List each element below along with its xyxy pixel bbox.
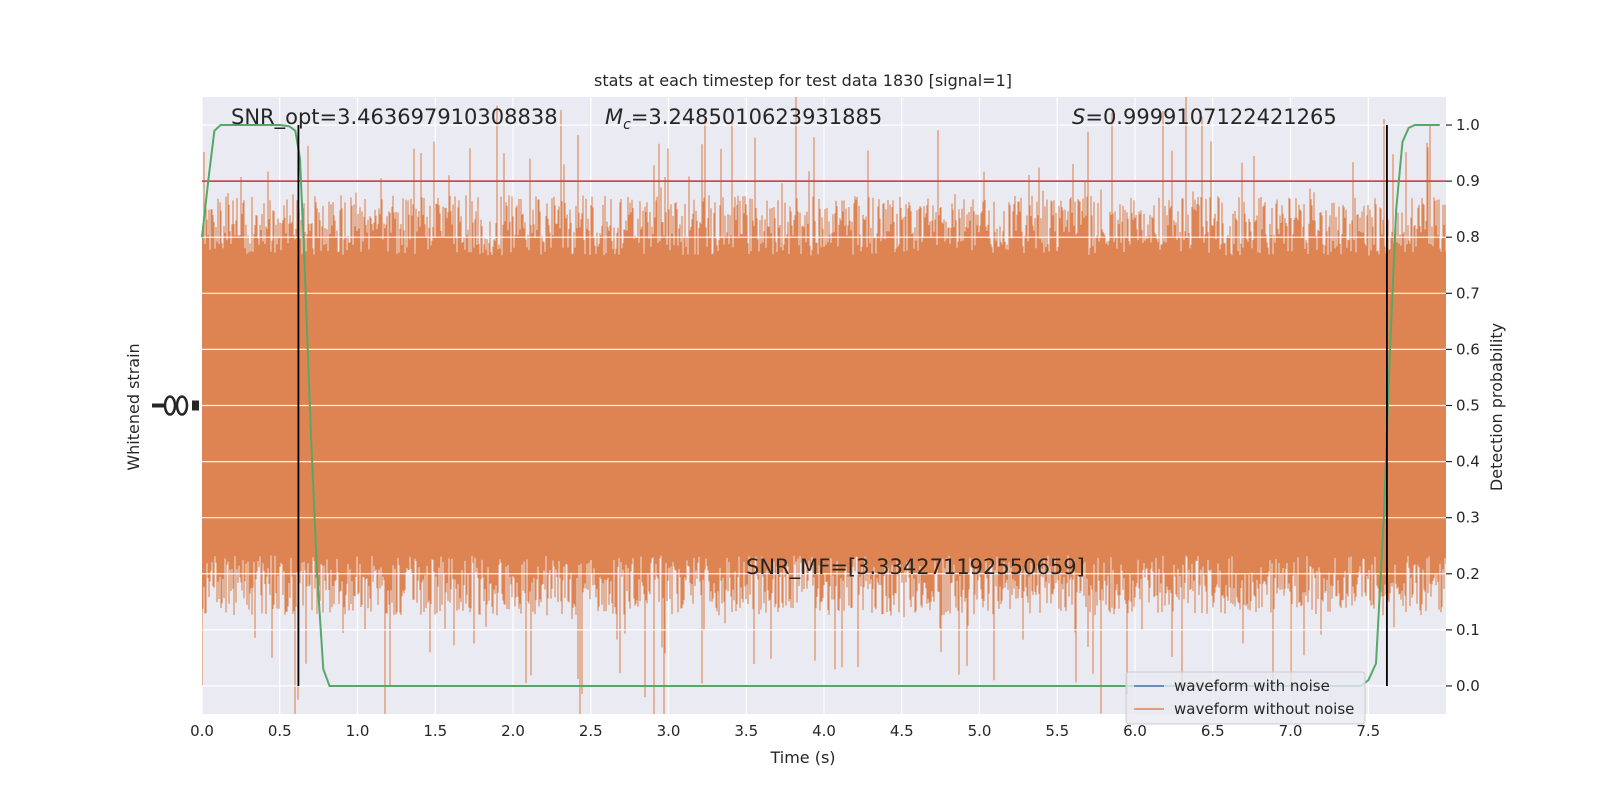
x-axis-ticks: 0.0 0.5 1.0 1.5 2.0 2.5 3.0 3.5 4.0 4.5 5.0 5.5 6.0 6… [190, 722, 1380, 740]
chirp-mass-subscript: c [623, 117, 631, 133]
x-tick-label: 1.0 [346, 722, 370, 740]
right-axis-title: Detection probability [1487, 323, 1506, 491]
y-tick-label: 0.8 [1456, 228, 1480, 246]
x-tick-label: 2.5 [579, 722, 603, 740]
y-tick-label: 0.7 [1456, 284, 1480, 302]
left-tick-glyph [152, 403, 166, 408]
x-tick-label: 5.0 [968, 722, 992, 740]
y-tick-label: 0.4 [1456, 453, 1480, 471]
s-annotation: S=0.9999107122421265 [1072, 105, 1337, 129]
x-tick-label: 4.0 [812, 722, 836, 740]
legend-label-noise: waveform with noise [1174, 677, 1330, 695]
vertical-markers [297, 125, 1388, 686]
y-tick-label: 0.2 [1456, 565, 1480, 583]
x-axis-title: Time (s) [769, 748, 835, 767]
x-tick-label: 3.5 [734, 722, 758, 740]
y-tick-label: 0.0 [1456, 677, 1480, 695]
x-tick-label: 0.5 [268, 722, 292, 740]
y-tick-label: 0.3 [1456, 509, 1480, 527]
x-tick-label: 5.5 [1045, 722, 1069, 740]
legend-box [1125, 671, 1366, 725]
s-value: =0.9999107122421265 [1085, 105, 1336, 129]
x-tick-label: 7.5 [1356, 722, 1380, 740]
x-tick-label: 6.5 [1201, 722, 1225, 740]
chirp-mass-value: =3.2485010623931885 [631, 105, 882, 129]
chart-title: stats at each timestep for test data 183… [594, 71, 1012, 90]
left-axis-title: Whitened strain [124, 343, 143, 470]
left-tick-glyph [192, 400, 199, 411]
left-axis-overlapped-ticks [152, 395, 199, 416]
y-tick-label: 0.5 [1456, 397, 1480, 415]
detection-probability-line [201, 124, 1440, 687]
s-symbol: S [1072, 105, 1085, 129]
right-axis-ticks: 0.0 0.1 0.2 0.3 0.4 0.5 0.6 0.7 0.8 0.9 1.0 [1446, 116, 1480, 695]
legend: waveform with noise waveform without noi… [1125, 671, 1366, 725]
x-tick-label: 1.5 [423, 722, 447, 740]
x-tick-label: 7.0 [1279, 722, 1303, 740]
left-tick-glyph [163, 395, 177, 416]
y-tick-label: 0.9 [1456, 172, 1480, 190]
left-tick-glyph [175, 395, 189, 416]
chirp-mass-annotation: Mc=3.2485010623931885 [605, 105, 882, 133]
x-tick-label: 0.0 [190, 722, 214, 740]
y-tick-label: 1.0 [1456, 116, 1480, 134]
x-tick-label: 3.0 [657, 722, 681, 740]
x-tick-label: 6.0 [1123, 722, 1147, 740]
snr-mf-annotation: SNR_MF=[3.334271192550659] [746, 555, 1085, 580]
chirp-mass-symbol: M [605, 105, 623, 129]
x-tick-label: 2.0 [501, 722, 525, 740]
y-tick-label: 0.6 [1456, 340, 1480, 358]
x-tick-label: 4.5 [890, 722, 914, 740]
legend-label-clean: waveform without noise [1174, 700, 1354, 718]
y-tick-label: 0.1 [1456, 621, 1480, 639]
snr-opt-annotation: SNR_opt=3.463697910308838 [231, 105, 558, 130]
